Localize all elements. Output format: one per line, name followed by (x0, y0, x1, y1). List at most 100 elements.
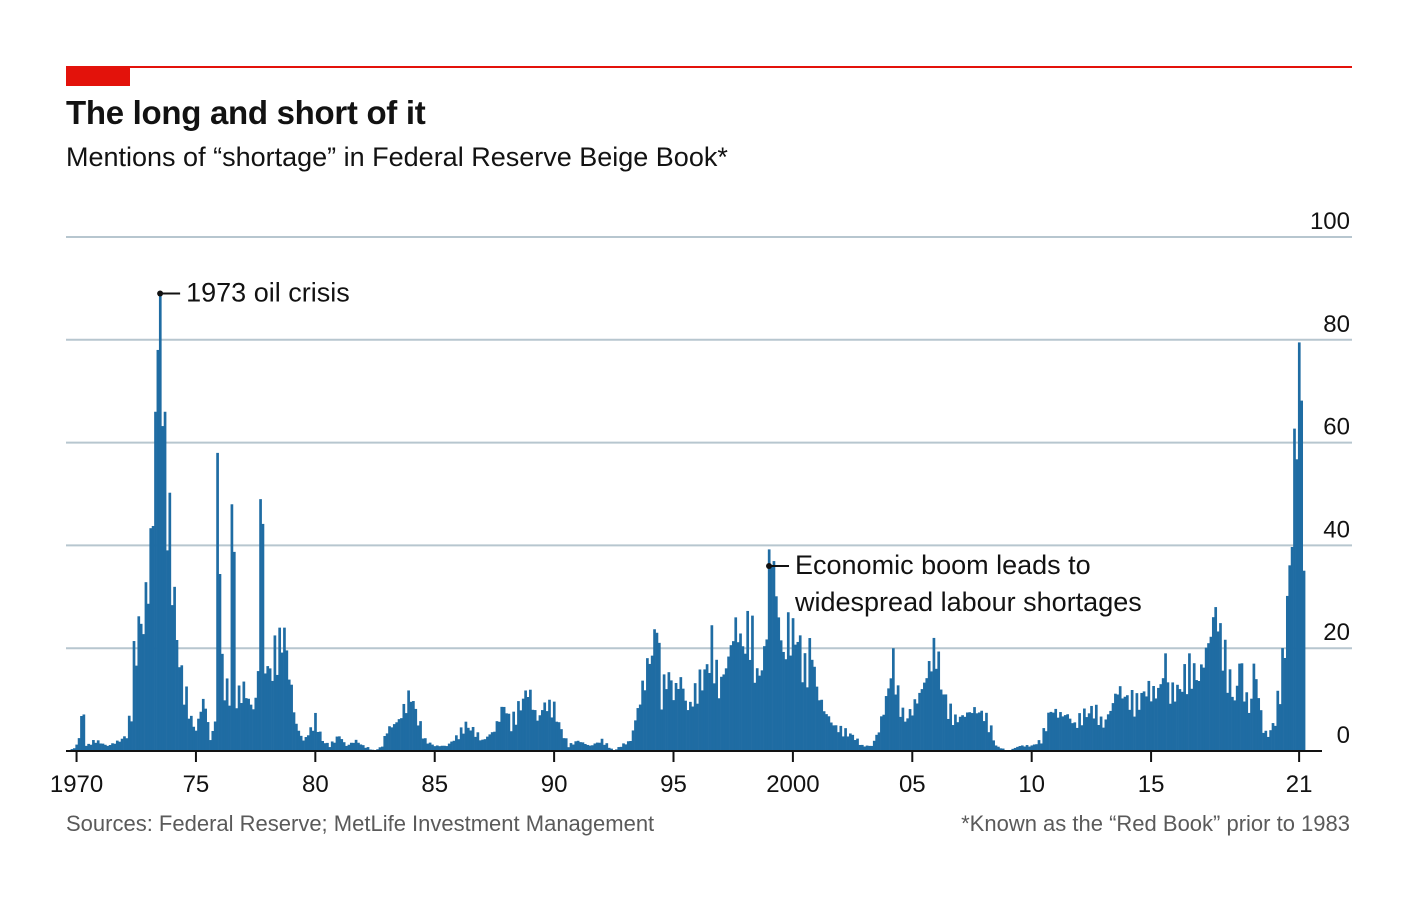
bar (1193, 663, 1196, 751)
bar (746, 611, 749, 751)
bar (524, 690, 527, 751)
bar (383, 736, 386, 751)
bar (111, 743, 114, 751)
bar (622, 743, 625, 751)
bar (257, 671, 260, 751)
bar (479, 740, 482, 751)
bar (388, 726, 391, 751)
bar (283, 628, 286, 751)
bar (484, 739, 487, 751)
bar (961, 715, 964, 751)
bar (1097, 725, 1100, 751)
bar (455, 735, 458, 751)
bar (207, 722, 210, 751)
bar (1107, 714, 1110, 751)
bar (687, 710, 690, 751)
bar (202, 699, 205, 751)
bar (233, 552, 236, 751)
bar (983, 721, 986, 751)
bar (842, 736, 845, 751)
bar (694, 683, 697, 751)
bar (1236, 686, 1239, 751)
bar (1286, 596, 1289, 751)
bar (570, 743, 573, 751)
bar (295, 724, 298, 751)
bar (658, 643, 661, 751)
bar (1150, 701, 1153, 751)
bar (558, 722, 561, 751)
bar (414, 709, 417, 751)
bar (269, 668, 272, 751)
bar (278, 628, 281, 751)
bar (1145, 696, 1148, 751)
bar (493, 732, 496, 751)
bar (527, 697, 530, 751)
bar (1147, 681, 1150, 751)
bar (1085, 717, 1088, 751)
bar (629, 741, 632, 751)
bar (804, 653, 807, 751)
bar (488, 734, 491, 751)
bar (1222, 671, 1225, 751)
bar (703, 669, 706, 751)
bar (1179, 689, 1182, 751)
bar (1262, 733, 1265, 751)
bar (173, 587, 176, 751)
bar (1066, 714, 1069, 751)
bar (1155, 698, 1158, 751)
bar (1248, 713, 1251, 751)
x-tick-label: 95 (660, 771, 687, 798)
bar (646, 658, 649, 751)
bar (137, 616, 140, 751)
bar (935, 669, 938, 751)
bar (1296, 459, 1299, 751)
bar (737, 642, 740, 751)
bar (875, 735, 878, 751)
bar (765, 639, 768, 751)
bar (1279, 704, 1282, 751)
bar (211, 731, 214, 751)
bar (1176, 685, 1179, 751)
bar (159, 294, 162, 751)
bar (844, 728, 847, 751)
bar (285, 650, 288, 751)
bar (725, 668, 728, 751)
bar (290, 685, 293, 751)
bar (1128, 710, 1131, 751)
bar (594, 744, 597, 751)
bar (168, 493, 171, 751)
bar (235, 708, 238, 751)
bar (228, 706, 231, 751)
bar (223, 700, 226, 751)
bar-layer (71, 294, 1306, 751)
bar (197, 719, 200, 751)
bar (204, 709, 207, 751)
bar (837, 732, 840, 751)
bar (400, 718, 403, 751)
bar (744, 654, 747, 751)
bar (785, 659, 788, 751)
bar (828, 716, 831, 751)
bar (1253, 664, 1256, 751)
bar (980, 711, 983, 751)
bar (1303, 571, 1306, 751)
bar (264, 673, 267, 751)
bar (99, 743, 102, 751)
bar (691, 707, 694, 751)
bar (1047, 713, 1050, 751)
bar (1050, 712, 1053, 751)
bar (336, 737, 339, 751)
bar (252, 709, 255, 751)
bar (519, 710, 522, 751)
bar (180, 665, 183, 751)
bar (1162, 678, 1165, 751)
bar (818, 700, 821, 751)
bar (706, 664, 709, 751)
bar (1102, 728, 1105, 751)
bar (424, 738, 427, 751)
bar (149, 528, 152, 751)
bar (847, 736, 850, 751)
bar (734, 617, 737, 751)
bar (660, 710, 663, 751)
bar (730, 645, 733, 751)
